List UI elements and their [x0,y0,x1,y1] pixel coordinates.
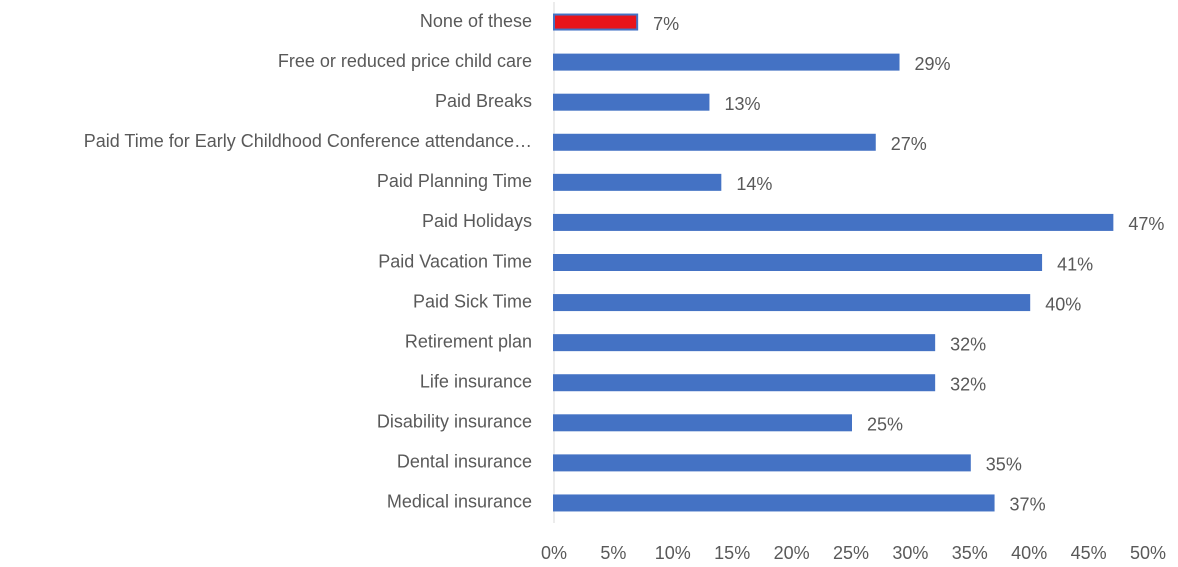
x-tick-label: 15% [714,543,750,563]
data-label: 29% [915,54,951,74]
bar [553,334,936,352]
data-label: 13% [724,94,760,114]
x-tick-label: 0% [541,543,567,563]
data-label: 14% [736,174,772,194]
x-tick-label: 20% [774,543,810,563]
data-label: 32% [950,334,986,354]
bar [553,173,722,191]
data-label: 27% [891,134,927,154]
y-tick-label: None of these [420,11,532,31]
bar [553,294,1031,312]
data-label: 41% [1057,254,1093,274]
bar [553,13,639,31]
y-tick-label: Retirement plan [405,331,532,351]
x-tick-label: 30% [892,543,928,563]
y-tick-label: Paid Breaks [435,91,532,111]
bar [553,93,710,111]
bar [553,454,971,472]
bar [553,213,1114,231]
data-label: 7% [653,14,679,34]
y-tick-label: Disability insurance [377,412,532,432]
x-tick-label: 35% [952,543,988,563]
y-tick-label: Paid Time for Early Childhood Conference… [84,131,532,151]
data-label: 25% [867,415,903,435]
data-label: 32% [950,374,986,394]
data-label: 35% [986,455,1022,475]
x-tick-label: 10% [655,543,691,563]
y-tick-label: Paid Holidays [422,211,532,231]
y-tick-label: Paid Planning Time [377,171,532,191]
bar [553,133,876,151]
x-tick-label: 40% [1011,543,1047,563]
x-tick-label: 50% [1130,543,1166,563]
x-tick-label: 45% [1071,543,1107,563]
y-tick-label: Dental insurance [397,452,532,472]
data-label: 37% [1010,495,1046,515]
bar [553,494,995,512]
y-tick-label: Paid Sick Time [413,291,532,311]
bar [553,53,900,71]
x-tick-label: 5% [600,543,626,563]
bar [553,414,852,432]
y-tick-label: Free or reduced price child care [278,51,532,71]
bar [553,374,936,392]
x-tick-label: 25% [833,543,869,563]
y-tick-label: Paid Vacation Time [378,251,532,271]
data-label: 47% [1128,214,1164,234]
y-tick-label: Life insurance [420,371,532,391]
y-tick-label: Medical insurance [387,492,532,512]
bar [553,254,1043,271]
data-label: 40% [1045,294,1081,314]
